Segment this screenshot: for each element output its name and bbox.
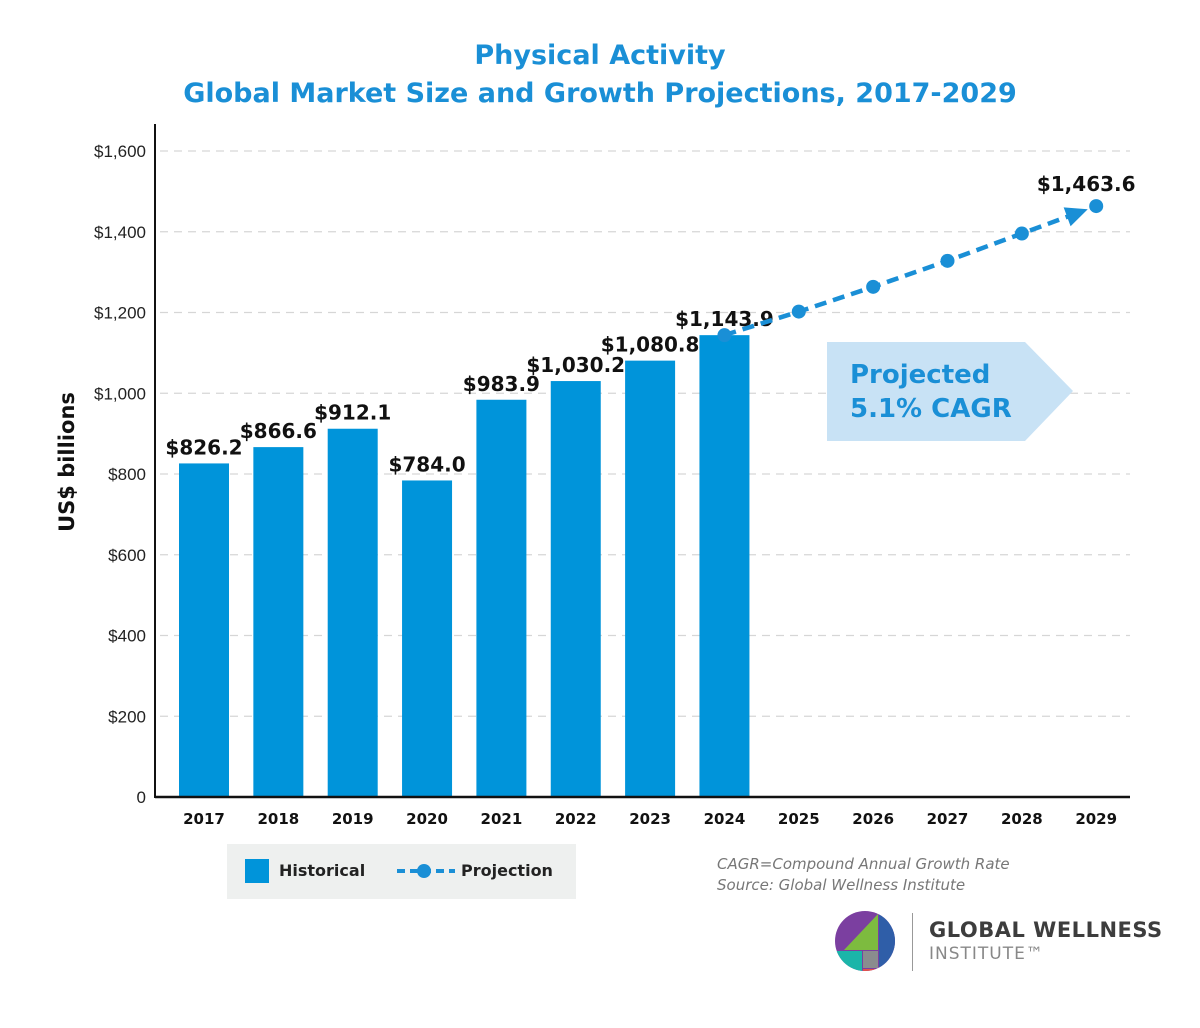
y-tick-label: 0 bbox=[137, 788, 146, 807]
bar-value-label: $784.0 bbox=[388, 452, 465, 476]
projection-end-label: $1,463.6 bbox=[1037, 172, 1136, 196]
y-tick-label: $1,000 bbox=[94, 384, 146, 403]
projection-point-2029 bbox=[1089, 199, 1104, 214]
x-tick-label: 2020 bbox=[406, 810, 448, 828]
projection-arrowhead bbox=[1063, 207, 1088, 227]
x-tick-label: 2025 bbox=[778, 810, 820, 828]
cagr-annotation-line1: Projected bbox=[850, 360, 990, 390]
y-axis-label: US$ billions bbox=[55, 392, 79, 532]
logo-subtext: INSTITUTE™ bbox=[929, 944, 1044, 964]
y-tick-label: $1,600 bbox=[94, 142, 146, 161]
bar-2024 bbox=[699, 335, 750, 797]
bar-2017 bbox=[179, 463, 229, 797]
bar-2023 bbox=[625, 360, 676, 797]
legend-historical-swatch bbox=[245, 859, 269, 883]
x-tick-label: 2021 bbox=[481, 810, 523, 828]
x-tick-label: 2024 bbox=[704, 810, 746, 828]
x-tick-label: 2017 bbox=[183, 810, 225, 828]
legend-historical-label: Historical bbox=[279, 861, 366, 880]
cagr-note: CAGR=Compound Annual Growth Rate bbox=[717, 855, 1010, 873]
x-tick-label: 2028 bbox=[1001, 810, 1043, 828]
y-tick-label: $200 bbox=[108, 707, 146, 726]
bar-2022 bbox=[550, 381, 601, 797]
bar-value-label: $1,030.2 bbox=[526, 353, 625, 377]
bar-2021 bbox=[476, 399, 527, 797]
x-tick-label: 2022 bbox=[555, 810, 597, 828]
bar-value-label: $912.1 bbox=[314, 401, 391, 425]
y-tick-label: $1,200 bbox=[94, 304, 146, 323]
bar-value-label: $866.6 bbox=[240, 419, 317, 443]
projection-point-2027 bbox=[940, 253, 955, 268]
x-tick-label: 2023 bbox=[629, 810, 671, 828]
legend-projection-icon bbox=[397, 864, 455, 878]
projection-point-2028 bbox=[1014, 226, 1029, 241]
x-tick-label: 2018 bbox=[257, 810, 299, 828]
source-note: Source: Global Wellness Institute bbox=[717, 876, 966, 894]
logo-text: GLOBAL WELLNESS bbox=[929, 918, 1163, 942]
projection-point-2025 bbox=[791, 304, 806, 319]
y-tick-label: $400 bbox=[108, 627, 146, 646]
y-tick-label: $1,400 bbox=[94, 223, 146, 242]
x-tick-label: 2027 bbox=[927, 810, 969, 828]
logo-divider bbox=[912, 913, 913, 971]
bar-value-label: $1,080.8 bbox=[601, 333, 700, 357]
legend: Historical Projection bbox=[227, 844, 576, 899]
cagr-annotation-line2: 5.1% CAGR bbox=[850, 394, 1012, 424]
projection-point-2024 bbox=[717, 328, 732, 343]
bar-value-label: $1,143.9 bbox=[675, 307, 774, 331]
x-tick-label: 2026 bbox=[852, 810, 894, 828]
bar-value-label: $983.9 bbox=[463, 372, 540, 396]
y-tick-label: $800 bbox=[108, 465, 146, 484]
bar-2018 bbox=[253, 447, 304, 797]
projection-line bbox=[723, 212, 1074, 338]
legend-projection-label: Projection bbox=[461, 861, 553, 880]
x-tick-label: 2019 bbox=[332, 810, 374, 828]
x-tick-label: 2029 bbox=[1075, 810, 1117, 828]
bar-2019 bbox=[327, 428, 378, 797]
y-tick-label: $600 bbox=[108, 546, 146, 565]
chart-title: Physical Activity bbox=[474, 40, 726, 71]
chart-subtitle: Global Market Size and Growth Projection… bbox=[183, 78, 1017, 109]
cagr-annotation-box bbox=[827, 342, 1073, 441]
bar-2020 bbox=[402, 480, 453, 797]
projection-point-2026 bbox=[866, 279, 881, 294]
gwi-logo-icon bbox=[835, 911, 895, 971]
bar-value-label: $826.2 bbox=[165, 435, 242, 459]
